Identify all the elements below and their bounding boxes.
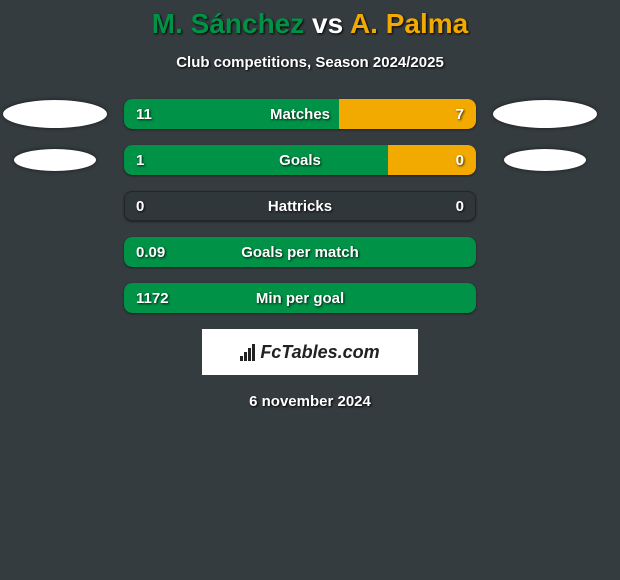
club-badge-right: [493, 100, 597, 128]
stat-row: 0Hattricks0: [0, 191, 620, 221]
club-badge-right: [504, 149, 586, 171]
player1-name: M. Sánchez: [152, 8, 304, 39]
stat-bar-track: 0.09Goals per match: [124, 237, 476, 267]
comparison-card: M. Sánchez vs A. Palma Club competitions…: [0, 0, 620, 410]
left-badge-slot: [0, 149, 110, 171]
stat-row: 1Goals0: [0, 145, 620, 175]
stat-bar-track: 1Goals0: [124, 145, 476, 175]
stat-label: Goals: [124, 145, 476, 175]
stat-row: 1172Min per goal: [0, 283, 620, 313]
stat-value-right: 0: [456, 145, 464, 175]
stat-bar-track: 1172Min per goal: [124, 283, 476, 313]
stat-label: Goals per match: [124, 237, 476, 267]
subtitle: Club competitions, Season 2024/2025: [0, 54, 620, 71]
right-badge-slot: [490, 100, 600, 128]
logo: FcTables.com: [240, 342, 379, 363]
player2-name: A. Palma: [350, 8, 468, 39]
logo-icon: [240, 343, 256, 361]
club-badge-left: [14, 149, 96, 171]
stat-row: 0.09Goals per match: [0, 237, 620, 267]
right-badge-slot: [490, 149, 600, 171]
stat-label: Matches: [124, 99, 476, 129]
club-badge-left: [3, 100, 107, 128]
stat-label: Hattricks: [124, 191, 476, 221]
stat-value-right: 7: [456, 99, 464, 129]
page-title: M. Sánchez vs A. Palma: [0, 8, 620, 40]
stat-value-right: 0: [456, 191, 464, 221]
logo-box: FcTables.com: [202, 329, 418, 375]
logo-text: FcTables.com: [260, 342, 379, 363]
stat-row: 11Matches7: [0, 99, 620, 129]
stat-label: Min per goal: [124, 283, 476, 313]
stat-bar-track: 0Hattricks0: [124, 191, 476, 221]
stat-bar-track: 11Matches7: [124, 99, 476, 129]
stats-rows: 11Matches71Goals00Hattricks00.09Goals pe…: [0, 99, 620, 313]
vs-text: vs: [312, 8, 343, 39]
date-text: 6 november 2024: [0, 393, 620, 410]
left-badge-slot: [0, 100, 110, 128]
